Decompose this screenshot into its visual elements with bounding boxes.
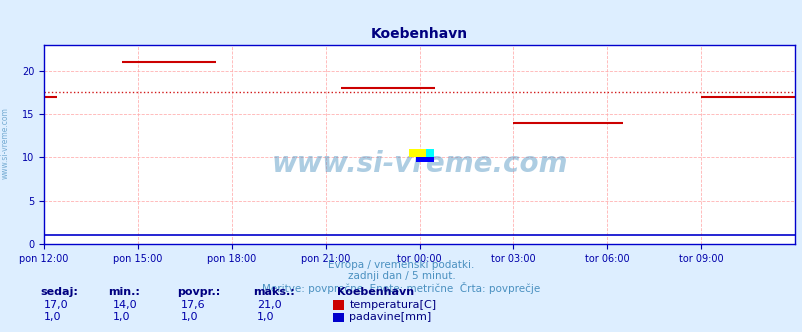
Text: zadnji dan / 5 minut.: zadnji dan / 5 minut. bbox=[347, 271, 455, 281]
Text: maks.:: maks.: bbox=[253, 288, 294, 297]
Text: www.si-vreme.com: www.si-vreme.com bbox=[1, 107, 10, 179]
Text: Koebenhavn: Koebenhavn bbox=[337, 288, 414, 297]
Text: 14,0: 14,0 bbox=[112, 300, 137, 310]
Text: min.:: min.: bbox=[108, 288, 140, 297]
Text: 1,0: 1,0 bbox=[112, 312, 130, 322]
Text: Evropa / vremenski podatki.: Evropa / vremenski podatki. bbox=[328, 260, 474, 270]
Text: 17,6: 17,6 bbox=[180, 300, 205, 310]
Bar bbox=[408, 149, 425, 157]
Bar bbox=[425, 149, 434, 157]
Bar bbox=[415, 157, 434, 162]
Text: 1,0: 1,0 bbox=[180, 312, 198, 322]
Text: 1,0: 1,0 bbox=[44, 312, 62, 322]
Text: Meritve: povprečne  Enote: metrične  Črta: povprečje: Meritve: povprečne Enote: metrične Črta:… bbox=[262, 282, 540, 293]
Text: sedaj:: sedaj: bbox=[40, 288, 78, 297]
Text: povpr.:: povpr.: bbox=[176, 288, 220, 297]
Text: padavine[mm]: padavine[mm] bbox=[349, 312, 431, 322]
Text: www.si-vreme.com: www.si-vreme.com bbox=[271, 150, 567, 178]
Text: 17,0: 17,0 bbox=[44, 300, 69, 310]
Text: 21,0: 21,0 bbox=[257, 300, 282, 310]
Title: Koebenhavn: Koebenhavn bbox=[371, 27, 468, 41]
Text: 1,0: 1,0 bbox=[257, 312, 274, 322]
Text: temperatura[C]: temperatura[C] bbox=[349, 300, 435, 310]
